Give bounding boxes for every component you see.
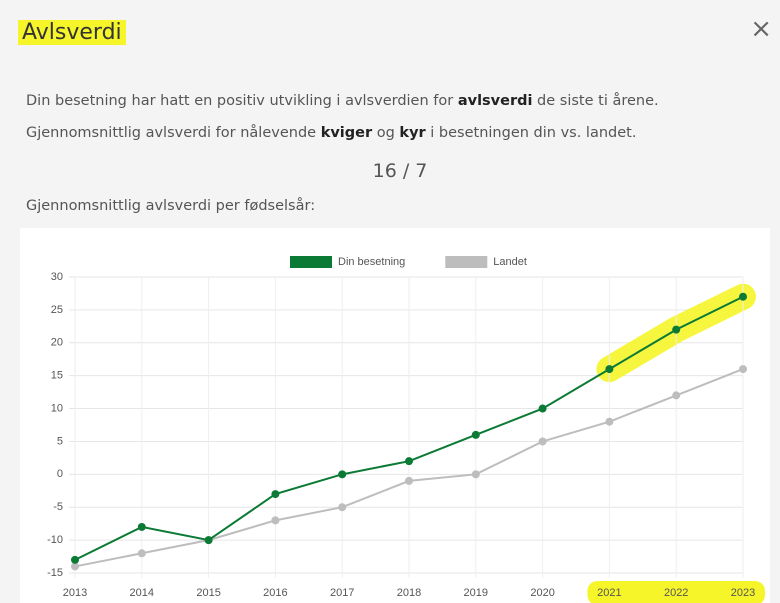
point [739,365,747,374]
point [204,536,213,545]
x-tick-label: 2022 [664,587,688,599]
text: og [372,125,400,141]
point [338,503,347,512]
bold-text: kyr [399,125,426,141]
paragraph: Gjennomsnittlig avlsverdi for nålevende … [26,125,636,141]
dialog-title: Avlsverdi [18,20,126,45]
point [338,470,347,479]
point [605,365,614,374]
point [471,470,480,479]
y-tick-label: -5 [53,501,63,513]
point [405,476,413,485]
text: Gjennomsnittlig avlsverdi for nålevende [26,125,321,141]
point [137,549,146,558]
bold-text: avlsverdi [457,93,533,109]
chart: -15 -10 -5 0 5 10 15 20 25 30 2013 2014 2015 2016 2017… [20,228,770,603]
x-tick-label: 2018 [397,587,421,599]
highlight [587,581,765,603]
text: Din besetning har hatt en positiv utvikl… [26,93,458,109]
close-button[interactable]: × [750,14,772,44]
x-tick-label: 2013 [63,587,87,599]
y-tick-label: 5 [57,435,63,447]
y-tick-label: 10 [51,402,63,414]
y-tick-label: -10 [47,534,63,546]
y-tick-label: 20 [51,337,63,349]
text: de siste ti årene. [532,93,659,109]
legend-swatch [445,256,488,268]
x-tick-label: 2015 [196,587,220,599]
legend-swatch [290,256,332,268]
x-tick-label: 2016 [263,587,287,599]
point [605,417,614,426]
point [271,490,280,499]
point [471,430,480,439]
text: i besetningen din vs. landet. [425,125,637,141]
y-tick-label: 25 [51,304,63,316]
paragraph: Din besetning har hatt en positiv utvikl… [26,93,659,109]
point [71,555,79,564]
point [538,437,547,446]
legend-label: Landet [493,256,527,268]
point [405,457,413,466]
legend-label: Din besetning [338,256,405,268]
summary-value: 16 / 7 [372,160,428,182]
x-tick-label: 2014 [130,587,154,599]
point [672,325,681,334]
x-tick-label: 2017 [330,587,354,599]
x-tick-label: 2021 [597,587,621,599]
y-tick-label: 15 [51,370,63,382]
x-tick-label: 2019 [464,587,488,599]
bold-text: kviger [320,125,373,141]
point [672,391,681,400]
x-tick-label: 2020 [530,587,554,599]
x-tick-label: 2023 [731,587,755,599]
point [739,292,747,301]
y-tick-label: 0 [57,468,63,480]
point [71,562,79,571]
point [137,522,146,531]
y-tick-label: 30 [51,271,63,283]
y-tick-label: -15 [47,567,63,579]
chart-caption: Gjennomsnittlig avlsverdi per fødselsår: [26,198,316,214]
point [271,516,280,525]
point [538,404,547,413]
